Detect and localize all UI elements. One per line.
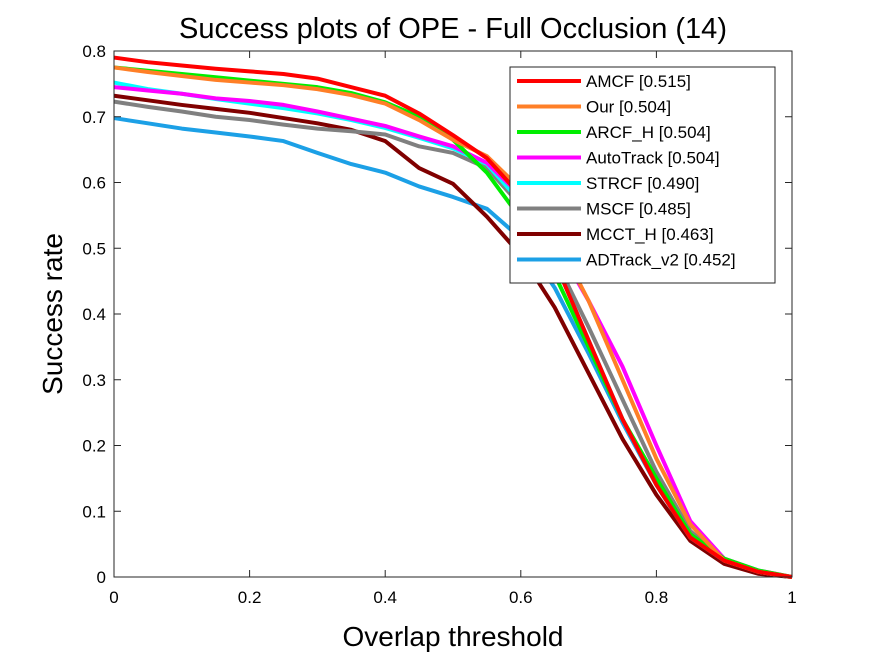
chart-title: Success plots of OPE - Full Occlusion (1…	[179, 13, 727, 45]
x-tick-label: 0.8	[645, 588, 669, 607]
y-tick-label: 0.6	[82, 174, 106, 193]
legend-label-6: MCCT_H [0.463]	[586, 225, 714, 244]
legend-label-4: STRCF [0.490]	[586, 174, 699, 193]
legend: AMCF [0.515] Our [0.504] ARCF_H [0.504] Aut…	[509, 66, 776, 284]
x-tick-label: 1	[787, 588, 796, 607]
series-line-0	[113, 55, 793, 579]
y-tick-label: 0.7	[82, 108, 106, 127]
legend-box	[509, 66, 776, 284]
legend-label-5: MSCF [0.485]	[586, 200, 691, 219]
tick-layer: 0 0.2 0.4 0.6 0.8 1 0 0.1 0.2 0.3 0.4 0.5 0.6 0.7 0.8	[82, 42, 796, 607]
legend-label-7: ADTrack_v2 [0.452]	[586, 251, 736, 270]
legend-label-0: AMCF [0.515]	[586, 72, 691, 91]
series-line-1	[113, 65, 793, 579]
series-line-5	[113, 99, 793, 579]
y-tick-label: 0.4	[82, 305, 106, 324]
y-tick-label: 0	[97, 568, 106, 587]
y-tick-label: 0.1	[82, 502, 106, 521]
series-layer	[113, 55, 793, 579]
x-axis-title: Overlap threshold	[342, 621, 563, 652]
x-tick-label: 0.2	[238, 588, 262, 607]
x-tick-label: 0	[109, 588, 118, 607]
legend-label-2: ARCF_H [0.504]	[586, 123, 711, 142]
legend-label-1: Our [0.504]	[586, 98, 671, 117]
series-line-3	[113, 85, 793, 579]
y-tick-label: 0.8	[82, 42, 106, 61]
y-tick-label: 0.5	[82, 239, 106, 258]
x-tick-label: 0.6	[509, 588, 533, 607]
x-tick-label: 0.4	[373, 588, 397, 607]
y-axis-title: Success rate	[37, 233, 68, 395]
y-tick-label: 0.2	[82, 437, 106, 456]
legend-label-3: AutoTrack [0.504]	[586, 149, 720, 168]
y-tick-label: 0.3	[82, 371, 106, 390]
series-line-6	[113, 93, 793, 579]
